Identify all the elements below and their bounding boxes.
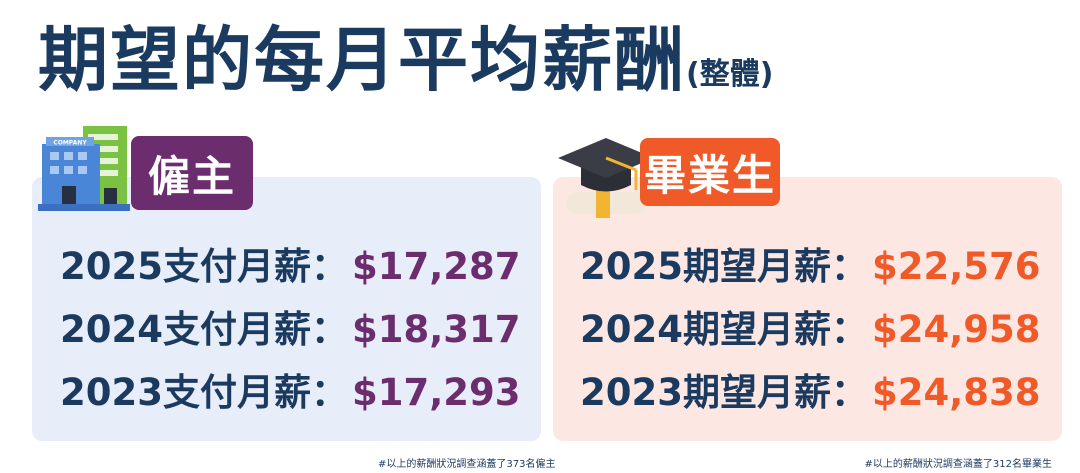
row-value: $24,838 (871, 371, 1041, 414)
graduate-card (553, 177, 1062, 441)
employer-row-2024: 2024支付月薪： $18,317 (60, 299, 521, 353)
row-label: 2024支付月薪： (60, 308, 348, 351)
graduate-tag: 畢業生 (640, 138, 780, 206)
row-label: 2024期望月薪： (580, 308, 868, 351)
graduate-row-2025: 2025期望月薪： $22,576 (580, 236, 1041, 290)
employer-row-2025: 2025支付月薪： $17,287 (60, 236, 521, 290)
employer-row-2023: 2023支付月薪： $17,293 (60, 362, 521, 416)
page-title: 期望的每月平均薪酬(整體) (38, 4, 773, 105)
svg-text:COMPANY: COMPANY (53, 140, 87, 147)
graduate-row-2023: 2023期望月薪： $24,838 (580, 362, 1041, 416)
employer-card (32, 177, 541, 441)
row-label: 2023期望月薪： (580, 371, 868, 414)
row-value: $22,576 (871, 245, 1041, 288)
employer-note: #以上的薪酬狀況調查涵蓋了373名僱主 (378, 459, 556, 470)
row-value: $17,287 (351, 245, 521, 288)
graduation-cap-icon (558, 138, 654, 218)
graduate-row-2024: 2024期望月薪： $24,958 (580, 299, 1041, 353)
title-main: 期望的每月平均薪酬 (38, 19, 686, 101)
row-value: $17,293 (351, 371, 521, 414)
employer-tag: 僱主 (131, 136, 253, 210)
row-value: $18,317 (351, 308, 521, 351)
company-building-icon: COMPANY (38, 126, 130, 211)
row-label: 2025支付月薪： (60, 245, 348, 288)
row-value: $24,958 (871, 308, 1041, 351)
row-label: 2025期望月薪： (580, 245, 868, 288)
title-sub: (整體) (686, 57, 774, 92)
graduate-note: #以上的薪酬狀況調查涵蓋了312名畢業生 (864, 459, 1052, 470)
row-label: 2023支付月薪： (60, 371, 348, 414)
